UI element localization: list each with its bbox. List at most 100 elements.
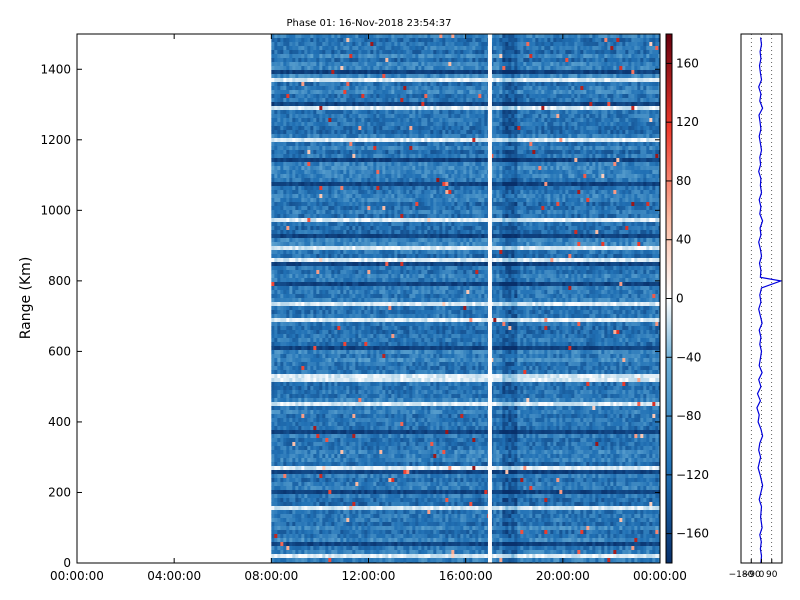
heatmap-cell [331,102,334,106]
heatmap-cell [643,166,646,170]
heatmap-cell [499,142,502,146]
heatmap-cell [277,166,280,170]
heatmap-cell [379,86,382,90]
heatmap-cell [316,122,319,126]
heatmap-cell [475,114,478,118]
heatmap-cell [505,62,508,66]
heatmap-cell [358,38,361,42]
heatmap-cell [418,46,421,50]
heatmap-cell [475,154,478,158]
heatmap-cell [373,154,376,158]
heatmap-cell [616,170,619,174]
heatmap-cell [535,74,538,78]
heatmap-cell [637,34,640,38]
heatmap-cell [295,54,298,58]
heatmap-cell [424,138,427,142]
heatmap-cell [307,38,310,42]
heatmap-cell [586,86,589,90]
heatmap-cell [592,130,595,134]
heatmap-cell [625,178,628,182]
heatmap-cell [559,130,562,134]
heatmap-cell [634,90,637,94]
heatmap-cell [298,122,301,126]
heatmap-cell [511,134,514,138]
heatmap-cell [283,110,286,114]
heatmap-cell [394,114,397,118]
heatmap-cell [604,54,607,58]
heatmap-cell [553,178,556,182]
heatmap-cell [379,102,382,106]
heatmap-cell [598,138,601,142]
heatmap-cell [520,130,523,134]
heatmap-cell [625,38,628,42]
heatmap-cell [466,134,469,138]
heatmap-cell [319,54,322,58]
heatmap-cell [355,110,358,114]
heatmap-cell [403,46,406,50]
heatmap-cell [592,74,595,78]
heatmap-cell [451,114,454,118]
heatmap-cell [412,94,415,98]
heatmap-cell [451,54,454,58]
heatmap-cell [508,102,511,106]
heatmap-cell [595,122,598,126]
heatmap-cell [619,154,622,158]
heatmap-cell [622,158,625,162]
heatmap-cell [652,86,655,90]
heatmap-cell [505,46,508,50]
heatmap-cell [631,62,634,66]
heatmap-cell [280,138,283,142]
heatmap-cell [466,138,469,142]
heatmap-cell [295,42,298,46]
heatmap-cell [388,134,391,138]
heatmap-cell [385,42,388,46]
heatmap-cell [379,126,382,130]
heatmap-cell [385,66,388,70]
heatmap-cell [577,118,580,122]
heatmap-cell [319,174,322,178]
heatmap-cell [430,42,433,46]
heatmap-cell [502,130,505,134]
heatmap-cell [415,146,418,150]
heatmap-cell [463,166,466,170]
heatmap-cell [589,146,592,150]
heatmap-cell [451,46,454,50]
heatmap-cell [574,142,577,146]
heatmap-cell [529,62,532,66]
heatmap-cell [373,174,376,178]
heatmap-cell [370,178,373,182]
heatmap-cell [379,106,382,110]
heatmap-cell [355,154,358,158]
heatmap-cell [505,142,508,146]
heatmap-cell [394,154,397,158]
heatmap-cell [517,46,520,50]
heatmap-cell [439,166,442,170]
heatmap-cell [601,86,604,90]
heatmap-cells [271,34,661,566]
heatmap-cell [634,174,637,178]
heatmap-cell [643,66,646,70]
heatmap-cell [343,138,346,142]
heatmap-cell [346,78,349,82]
heatmap-cell [436,158,439,162]
heatmap-cell [448,66,451,70]
heatmap-cell [295,82,298,86]
heatmap-cell [496,74,499,78]
heatmap-cell [604,90,607,94]
heatmap-cell [475,166,478,170]
heatmap-cell [598,50,601,54]
heatmap-cell [364,130,367,134]
heatmap-cell [523,138,526,142]
heatmap-cell [460,154,463,158]
heatmap-cell [481,90,484,94]
heatmap-cell [535,110,538,114]
heatmap-cell [451,102,454,106]
heatmap-cell [277,186,280,190]
heatmap-cell [343,62,346,66]
heatmap-cell [616,98,619,102]
heatmap-cell [547,94,550,98]
heatmap-cell [289,34,292,38]
heatmap-cell [493,170,496,174]
heatmap-cell [280,126,283,130]
heatmap-cell [304,174,307,178]
